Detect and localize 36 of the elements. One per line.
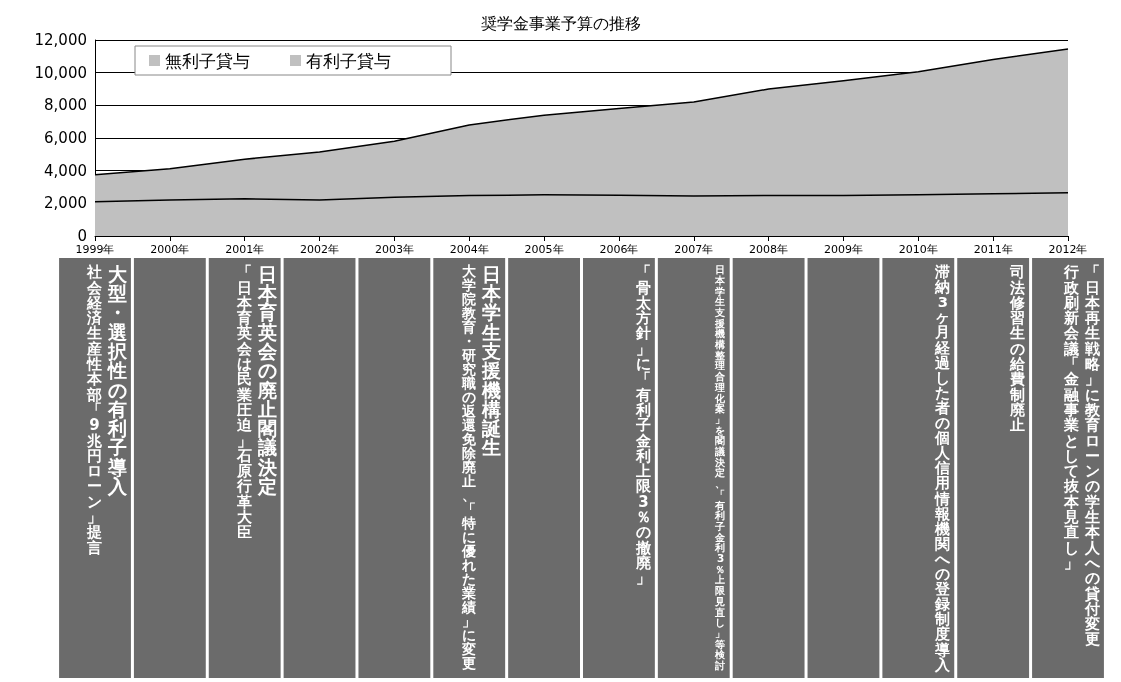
x-tick-label: 2012年 [1048, 243, 1088, 256]
x-tick-label: 2007年 [674, 243, 714, 256]
x-tick-label: 2006年 [599, 243, 639, 256]
y-tick-label: 10,000 [34, 63, 87, 82]
x-tick-label: 2008年 [749, 243, 789, 256]
x-tick-label: 2011年 [973, 243, 1013, 256]
legend-label: 無利子貸与 [165, 50, 250, 71]
text: 司法修習生の給費制廃止 [1010, 263, 1026, 435]
text: 「日本再生戦略」に教育ローンの学生本人への貸付変更 [1084, 263, 1100, 649]
legend-label: 有利子貸与 [306, 50, 391, 71]
text: 滞納3ヶ月経過した者の個人信用情報機関への登録制度導入 [935, 263, 951, 673]
text: 「骨太方針」に「有利子金利上限3％の撤廃」 [635, 263, 651, 588]
x-tick-label: 2003年 [374, 243, 414, 256]
text: 行政刷新会議「金融事業として抜本見直し」 [1063, 263, 1079, 572]
chart-title: 奨学金事業予算の推移 [480, 13, 641, 33]
y-tick-label: 2,000 [44, 194, 87, 213]
x-tick-label: 1999年 [75, 243, 115, 256]
text: 社会経済生産性本部「9兆円ローン」提言 [86, 263, 102, 557]
y-tick-label: 4,000 [44, 161, 87, 180]
x-tick-label: 2009年 [823, 243, 863, 256]
y-tick-label: 0 [77, 227, 87, 245]
text: 日本学生支援機構誕生 [482, 262, 502, 459]
y-tick-label: 12,000 [34, 31, 87, 49]
text: 大型・選択性の有利子導入 [107, 262, 127, 498]
x-tick-label: 2002年 [300, 243, 340, 256]
x-tick-label: 2005年 [524, 243, 564, 256]
x-tick-label: 2004年 [449, 243, 489, 256]
text: 大学院教育・研究職の返還免除廃止、「特に優れた業績」に変更 [462, 263, 477, 672]
x-tick-label: 2001年 [225, 243, 265, 256]
y-tick-label: 8,000 [44, 96, 87, 115]
text: 日本育英会の廃止閣議決定 [257, 262, 277, 498]
y-tick-label: 6,000 [44, 129, 87, 147]
x-tick-label: 2000年 [150, 243, 190, 256]
x-tick-label: 2010年 [898, 243, 938, 256]
text: 日本学生支援機構整理合理化案」を閣議決定、「有利子金利3％上限見直し」等検討 [715, 263, 726, 672]
text: 「日本育英会は民業圧迫」石原行革大臣 [236, 263, 252, 542]
